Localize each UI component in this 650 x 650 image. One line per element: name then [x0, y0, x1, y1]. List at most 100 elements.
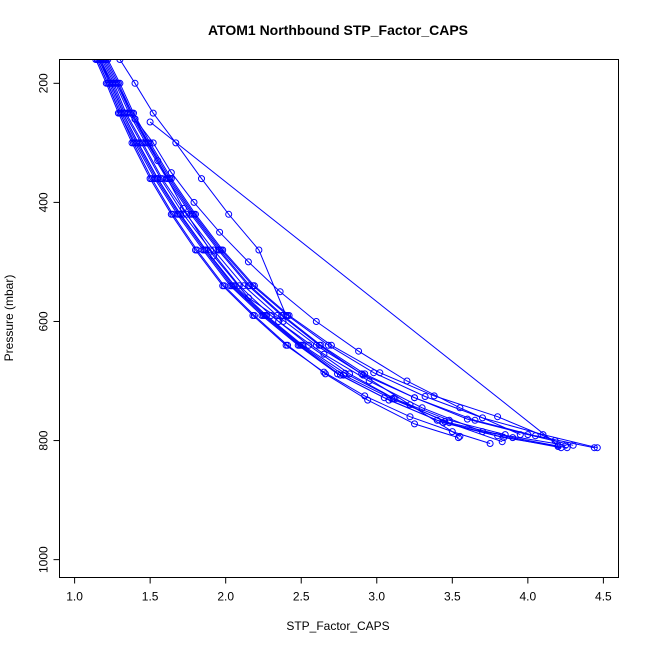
series-line: [278, 321, 566, 446]
data-point: [93, 59, 101, 63]
data-point: [210, 252, 218, 260]
data-point: [411, 394, 418, 402]
data-point: [149, 109, 157, 117]
data-point: [341, 369, 349, 377]
data-point: [593, 444, 601, 452]
data-point: [486, 440, 494, 447]
data-point: [244, 258, 252, 266]
y-tick-label: 800: [37, 430, 51, 450]
data-point: [364, 396, 372, 404]
data-point: [231, 282, 239, 290]
x-tick-label: 3.0: [368, 590, 385, 604]
data-point: [119, 109, 127, 117]
series-line: [98, 59, 559, 447]
x-axis: 1.0 1.5 2.0 2.5 3.0 3.5 4.0 4.5: [66, 577, 612, 604]
y-tick-label: 600: [37, 311, 51, 331]
data-point: [524, 431, 532, 439]
data-point: [216, 228, 224, 236]
data-point: [406, 413, 414, 421]
data-point: [190, 198, 198, 206]
data-point: [320, 350, 328, 358]
series-14: [146, 118, 562, 449]
data-point: [250, 282, 258, 290]
data-point: [255, 246, 263, 254]
series-9: [102, 59, 601, 452]
series-8: [93, 59, 462, 442]
data-point: [146, 118, 154, 126]
series-13: [131, 115, 524, 439]
data-point: [355, 347, 363, 355]
series-11: [104, 59, 559, 445]
data-point: [327, 341, 335, 349]
x-tick-label: 4.0: [520, 590, 537, 604]
data-point: [448, 428, 456, 436]
data-point: [463, 415, 471, 423]
data-point: [479, 414, 486, 422]
series-line: [119, 59, 287, 316]
x-tick-label: 4.5: [595, 590, 612, 604]
data-point: [454, 434, 462, 442]
data-point: [361, 370, 369, 378]
series-layer: [92, 59, 601, 452]
series-line: [116, 83, 284, 322]
data-point: [130, 139, 137, 147]
data-point: [235, 282, 243, 290]
data-point: [96, 59, 104, 63]
data-point: [149, 139, 157, 147]
data-point: [176, 210, 184, 218]
series-4: [96, 59, 506, 446]
data-point: [312, 318, 320, 325]
y-axis: 200 400 600 800 1000: [37, 73, 60, 573]
series-16: [275, 318, 570, 449]
x-tick-label: 1.0: [66, 590, 83, 604]
data-point: [282, 312, 290, 319]
data-point: [321, 370, 329, 378]
data-point: [192, 210, 199, 218]
x-tick-label: 2.0: [217, 590, 234, 604]
data-point: [154, 175, 162, 183]
data-point: [250, 312, 258, 319]
data-point: [365, 377, 373, 385]
data-point: [154, 157, 162, 165]
series-line: [101, 59, 595, 449]
x-tick-label: 3.5: [444, 590, 461, 604]
data-point: [445, 416, 453, 424]
data-point: [244, 294, 252, 302]
data-point: [172, 139, 180, 147]
series-line: [95, 59, 491, 444]
data-point: [198, 175, 205, 183]
x-tick-label: 2.5: [293, 590, 310, 604]
series-0: [95, 59, 571, 452]
y-axis-label: Pressure (mbar): [2, 275, 16, 362]
series-line: [105, 59, 598, 449]
data-point: [131, 79, 139, 87]
data-point: [554, 441, 562, 449]
series-15: [113, 79, 287, 325]
data-point: [104, 59, 112, 63]
chart-title: ATOM1 Northbound STP_Factor_CAPS: [208, 22, 468, 38]
data-point: [562, 441, 570, 449]
data-point: [456, 432, 464, 440]
y-tick-label: 400: [37, 192, 51, 212]
data-point: [276, 288, 284, 296]
series-3: [92, 59, 494, 447]
data-point: [479, 428, 486, 436]
series-line: [149, 121, 559, 446]
series-line: [134, 118, 521, 436]
data-point: [275, 318, 283, 325]
data-point: [456, 404, 464, 412]
data-point: [439, 419, 447, 427]
data-point: [337, 371, 344, 379]
data-point: [113, 79, 121, 87]
series-line: [102, 59, 461, 437]
data-point: [299, 341, 307, 349]
data-point: [320, 368, 328, 376]
series-10: [96, 59, 509, 439]
data-point: [494, 413, 502, 421]
data-point: [116, 59, 124, 63]
series-line: [96, 59, 562, 449]
data-point: [385, 396, 393, 404]
x-axis-label: STP_Factor_CAPS: [286, 619, 389, 633]
data-point: [263, 312, 270, 319]
